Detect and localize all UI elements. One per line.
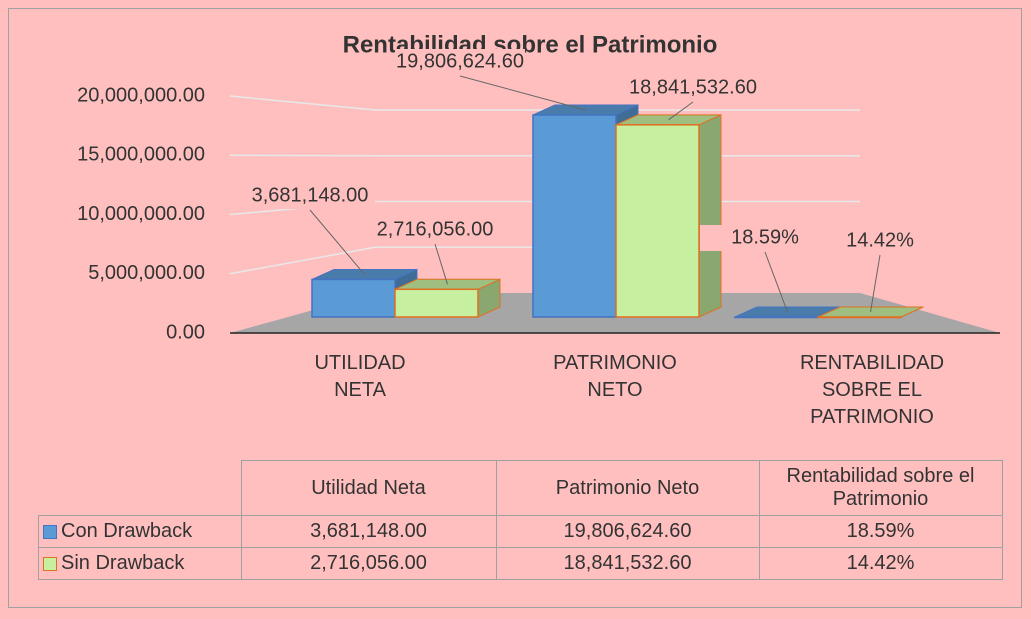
grid-line bbox=[229, 95, 860, 111]
x-tick-label: PATRIMONIO NETO bbox=[553, 352, 677, 401]
label-bg bbox=[395, 49, 525, 75]
y-tick-label: 20,000,000.00 bbox=[77, 84, 205, 106]
bar-front bbox=[394, 288, 479, 318]
data-table: Utilidad Neta Patrimonio Neto Rentabilid… bbox=[38, 460, 1003, 580]
table-cell: 2,716,056.00 bbox=[240, 547, 497, 580]
leader-line bbox=[668, 101, 694, 121]
bar-front bbox=[615, 124, 700, 318]
bar-front bbox=[532, 114, 617, 318]
bar-front bbox=[817, 316, 902, 319]
data-label: 3,681,148.00 bbox=[252, 184, 369, 206]
y-tick-label: 0.00 bbox=[166, 321, 205, 343]
legend-label: Con Drawback bbox=[61, 520, 193, 542]
data-label: 14.42% bbox=[846, 229, 914, 251]
data-label: 2,716,056.00 bbox=[377, 218, 494, 240]
label-bg bbox=[815, 228, 945, 254]
y-tick-label: 15,000,000.00 bbox=[77, 144, 205, 166]
table-cell: 3,681,148.00 bbox=[240, 515, 497, 548]
legend-cell: Sin Drawback bbox=[38, 547, 242, 580]
bar-front bbox=[311, 278, 396, 318]
y-tick-label: 10,000,000.00 bbox=[77, 203, 205, 225]
data-label: 18,841,532.60 bbox=[629, 76, 757, 98]
bar-side bbox=[698, 114, 722, 318]
x-tick-label: UTILIDAD NETA bbox=[314, 352, 406, 401]
chart-border bbox=[8, 8, 1022, 608]
leader-line bbox=[764, 251, 788, 313]
table-row: Con Drawback 3,681,148.00 19,806,624.60 18.… bbox=[38, 515, 1003, 548]
legend-label: Sin Drawback bbox=[61, 552, 185, 574]
table-cell: 14.42% bbox=[758, 547, 1003, 580]
legend-swatch bbox=[43, 524, 57, 539]
leader-line bbox=[459, 75, 586, 111]
table-cell: 19,806,624.60 bbox=[495, 515, 760, 548]
data-label: 19,806,624.60 bbox=[396, 50, 524, 72]
table-header: Rentabilidad sobre el Patrimonio bbox=[758, 460, 1003, 516]
table-cell: 18.59% bbox=[758, 515, 1003, 548]
leader-line bbox=[309, 209, 365, 275]
y-tick-label: 5,000,000.00 bbox=[88, 262, 205, 284]
leader-line bbox=[870, 254, 881, 313]
label-bg bbox=[370, 217, 500, 243]
table-cell: 18,841,532.60 bbox=[495, 547, 760, 580]
leader-line bbox=[434, 243, 448, 285]
label-bg bbox=[628, 75, 758, 101]
x-tick-label: RENTABILIDAD SOBRE EL PATRIMONIO bbox=[799, 352, 945, 428]
bar bbox=[394, 278, 501, 318]
table-header: Patrimonio Neto bbox=[495, 460, 760, 516]
legend-swatch bbox=[43, 556, 57, 571]
table-row: Sin Drawback 2,716,056.00 18,841,532.60 14.… bbox=[38, 547, 1003, 580]
blank-cell bbox=[39, 461, 242, 516]
bar bbox=[615, 114, 722, 318]
label-bg bbox=[700, 225, 830, 251]
table-header: Utilidad Neta bbox=[240, 460, 497, 516]
data-label: 18.59% bbox=[731, 226, 799, 248]
bar-front bbox=[734, 316, 819, 319]
label-bg bbox=[245, 183, 375, 209]
legend-cell: Con Drawback bbox=[38, 515, 242, 548]
